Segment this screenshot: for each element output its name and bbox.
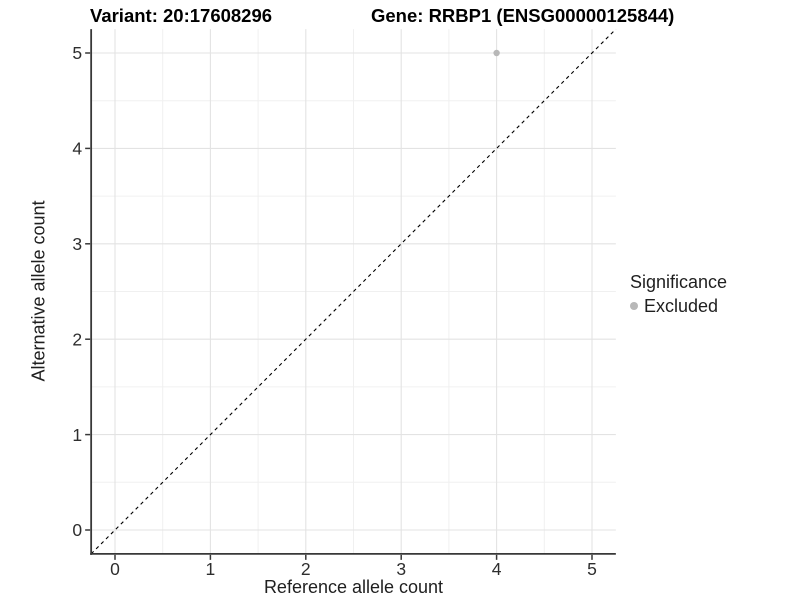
x-tick-label: 2 <box>301 559 311 579</box>
x-axis-title: Reference allele count <box>263 577 444 597</box>
y-tick-label: 1 <box>72 425 82 445</box>
variant-title: Variant: 20:17608296 <box>90 5 273 26</box>
y-axis-title: Alternative allele count <box>28 200 49 382</box>
identity-dashed-line <box>90 28 617 555</box>
x-tick-label: 3 <box>396 559 406 579</box>
legend-item-label: Excluded <box>644 296 719 316</box>
y-tick-label: 0 <box>72 520 82 540</box>
x-tick-label: 5 <box>587 559 597 579</box>
x-tick-label: 1 <box>206 559 216 579</box>
legend-item-excluded: Excluded <box>630 295 727 317</box>
x-tick-label: 4 <box>492 559 502 579</box>
gene-title: Gene: RRBP1 (ENSG00000125844) <box>371 5 675 26</box>
x-tick-label: 0 <box>110 559 120 579</box>
excluded-point-icon <box>630 302 638 310</box>
legend-title: Significance <box>630 272 728 292</box>
y-tick-label: 3 <box>72 234 82 254</box>
y-tick-label: 2 <box>72 329 82 349</box>
y-tick-label: 4 <box>72 139 82 159</box>
data-point <box>493 49 500 57</box>
legend: Significance Excluded <box>630 271 727 317</box>
y-tick-label: 5 <box>72 43 82 63</box>
